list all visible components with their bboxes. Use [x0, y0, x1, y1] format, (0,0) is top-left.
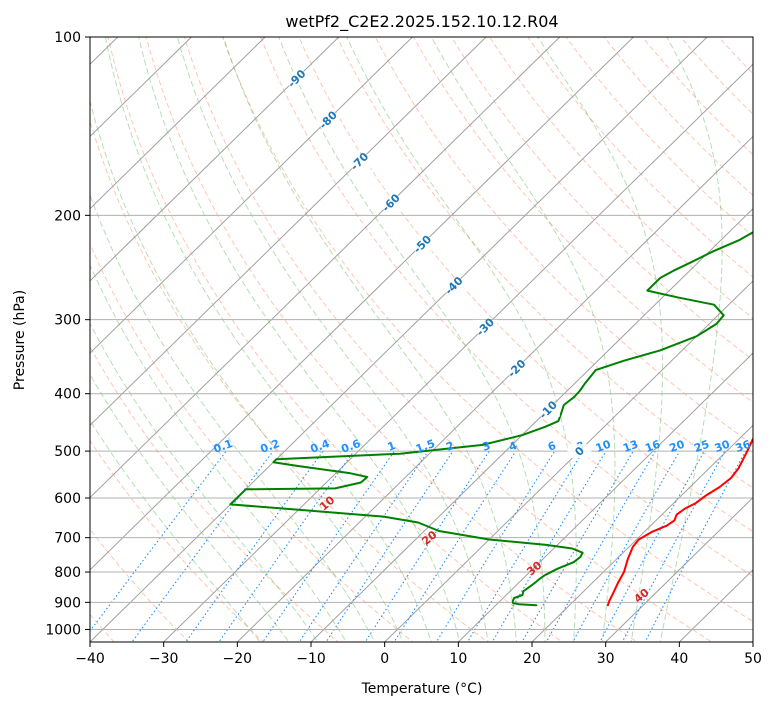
y-tick-label: 300: [54, 313, 81, 329]
x-tick-label: 0: [380, 651, 389, 667]
mixing-ratio-label: 1.5: [414, 437, 437, 456]
moist-adiabat-line: [90, 193, 376, 642]
isotherm-label-bg: [535, 402, 560, 417]
dry-adiabat-line: [90, 345, 339, 642]
mixing-ratio-label: 1: [386, 439, 398, 454]
mixing-ratio-label: 13: [621, 438, 640, 455]
dry-adiabat-line: [450, 37, 753, 361]
isotherm-label-bg: [284, 71, 309, 86]
moist-adiabat-line: [222, 37, 518, 642]
isotherm-label-bg: [441, 278, 466, 293]
mixing-ratio-label: 4: [507, 439, 519, 454]
moist-adiabat-line: [105, 37, 432, 642]
x-tick-label: 10: [449, 651, 467, 667]
x-tick-label: 30: [597, 651, 615, 667]
x-tick-label: −20: [223, 651, 253, 667]
isotherm-label-bg: [473, 319, 498, 334]
reference-line-labels: 0.10.20.40.611.52346810131620253036-90-8…: [212, 67, 753, 606]
mixing-ratio-label: 20: [668, 438, 687, 456]
y-tick-label: 700: [54, 531, 81, 547]
x-tick-label: −10: [296, 651, 326, 667]
plot-frame: [89, 36, 754, 643]
mixing-ratio-label: 0.1: [212, 437, 235, 456]
isotherm-label-bg: [410, 237, 435, 252]
isotherm-line: [310, 207, 753, 642]
isotherm-label-bg: [315, 112, 340, 127]
mixing-ratio-label: 36: [734, 438, 753, 456]
isotherm-line: [90, 37, 708, 642]
mixing-ratio-label: 3: [481, 439, 493, 454]
isotherm-line: [605, 496, 753, 642]
dry-adiabat-line: [90, 242, 414, 642]
isotherm-line: [90, 37, 413, 354]
mixing-ratio-label: 0.6: [339, 437, 362, 456]
mixing-ratio-label: 25: [692, 438, 711, 455]
mixing-ratio-label: 6: [546, 439, 558, 454]
y-tick-label: 500: [54, 444, 81, 460]
isotherm-line: [90, 37, 561, 499]
x-tick-label: 20: [523, 651, 541, 667]
x-tick-label: 40: [670, 651, 688, 667]
y-tick-label: 200: [54, 208, 81, 224]
x-tick-label: −30: [149, 651, 179, 667]
profile-series: [229, 231, 753, 607]
isotherm-line: [90, 37, 487, 427]
y-tick-label: 900: [54, 595, 81, 611]
mixing-ratio-label: 0.4: [309, 437, 332, 456]
isotherm-line: [90, 37, 340, 282]
isotherm-line: [90, 37, 266, 210]
y-tick-label: 100: [54, 30, 81, 46]
dewpoint-line: [229, 231, 753, 607]
pressure-gridlines: [90, 37, 753, 630]
moist-adiabat-line: [430, 37, 616, 642]
isotherm-line: [384, 280, 753, 642]
isotherm-line: [163, 63, 753, 642]
y-axis-title: Pressure (hPa): [12, 290, 28, 390]
dry-adiabat-line: [107, 37, 564, 642]
y-tick-label: 600: [54, 491, 81, 507]
mixing-ratio-label: 30: [713, 438, 732, 456]
moist-adiabat-line: [138, 37, 461, 642]
isotherm-label-bg: [567, 444, 592, 459]
isotherm-label-bg: [504, 361, 529, 376]
dry-adiabat-line: [222, 37, 753, 623]
moist-adiabat-line: [90, 99, 404, 642]
moist-adiabat-line: [659, 37, 723, 642]
moist-adiabat-line: [346, 37, 577, 642]
moist-adiabat-line: [177, 37, 489, 642]
x-tick-label: −40: [75, 651, 105, 667]
moist-adiabat-line: [537, 37, 664, 642]
isotherm-label-bg: [347, 154, 372, 169]
x-tick-label: 50: [744, 651, 762, 667]
y-tick-label: 1000: [45, 622, 81, 638]
dry-adiabat-line: [90, 528, 190, 642]
x-axis-ticks: −40 −30 −20 −10 0 10 20 30 40 50: [75, 642, 762, 667]
isotherm-line: [236, 135, 753, 642]
dry-adiabat-line: [183, 37, 713, 642]
mixing-ratio-label: 10: [594, 438, 613, 456]
isotherm-label-bg: [378, 195, 403, 210]
mixing-ratio-label: 2: [444, 439, 456, 454]
moist-adiabat-line: [90, 373, 290, 642]
temperature-line: [606, 436, 753, 607]
isotherm-line: [90, 37, 634, 571]
moist-adiabat-line: [90, 264, 347, 642]
isotherm-line: [531, 424, 753, 642]
dry-adiabat-line: [336, 37, 753, 489]
dry-adiabat-line: [412, 37, 753, 403]
moist-adiabat-line: [90, 419, 261, 642]
y-tick-label: 800: [54, 565, 81, 581]
chart-title: wetPf2_C2E2.2025.152.10.12.R04: [285, 12, 558, 32]
y-axis-ticks: 100 200 300 400 500 600 700 800 900 1000: [45, 30, 90, 638]
x-axis-title: Temperature (°C): [361, 681, 483, 697]
mixing-ratio-label: 16: [643, 438, 662, 456]
moist-adiabat-line: [278, 37, 546, 642]
y-tick-label: 400: [54, 387, 81, 403]
mixing-ratio-label: 0.2: [259, 437, 282, 456]
dry-adiabat-line: [260, 37, 753, 577]
dry-adiabat-line: [145, 37, 638, 642]
isotherm-line: [457, 352, 753, 642]
